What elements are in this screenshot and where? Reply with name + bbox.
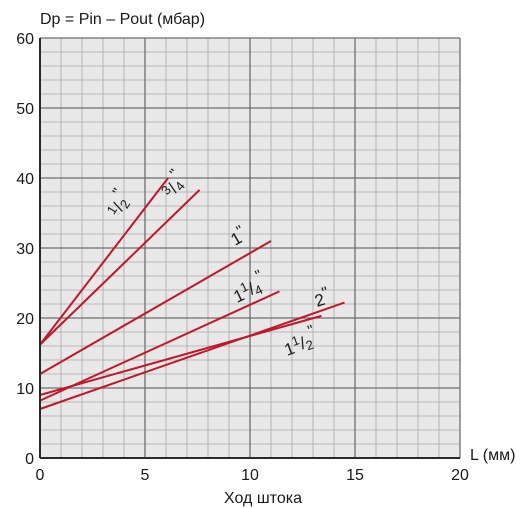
x-axis-title: Ход штока: [224, 490, 302, 507]
label-oh-num: 1: [289, 332, 301, 349]
x-tick-label: 10: [241, 467, 259, 484]
series-line-1: [39, 189, 201, 346]
series-lines: [39, 177, 345, 410]
tick-labels: 0 5 10 15 20 0 10 20 30 40 50 60: [16, 31, 469, 484]
y-tick-label: 40: [16, 171, 34, 188]
svg-text:11/2": 11/2": [279, 322, 321, 361]
y-tick-label: 0: [25, 451, 34, 468]
axes: [39, 38, 460, 459]
x-tick-label: 5: [141, 467, 150, 484]
series-line-0: [39, 177, 169, 346]
y-tick-label: 50: [16, 101, 34, 118]
y-tick-label: 30: [16, 241, 34, 258]
y-axis-title: Dp = Pin – Pout (мбар): [40, 11, 205, 28]
major-grid: [39, 37, 461, 459]
svg-text:2": 2": [311, 284, 333, 311]
x-tick-label: 20: [451, 467, 469, 484]
series-line-2: [39, 240, 272, 375]
label-oh-slash: /: [297, 334, 308, 354]
series-line-4: [39, 301, 345, 410]
series-label-one-half: 11/2": [279, 322, 321, 361]
series-line-3: [39, 290, 280, 402]
label-oh-inch: ": [306, 322, 317, 340]
series-label-two: 2": [311, 284, 333, 311]
x-tick-label: 0: [36, 467, 45, 484]
x-tick-label: 15: [346, 467, 364, 484]
label-two-inch: ": [320, 284, 331, 302]
y-tick-label: 10: [16, 381, 34, 398]
x-axis-unit: L (мм): [470, 447, 515, 464]
label-oh-den: 2: [304, 337, 316, 354]
y-tick-label: 20: [16, 311, 34, 328]
series-line-5: [39, 314, 322, 396]
y-tick-label: 60: [16, 31, 34, 48]
